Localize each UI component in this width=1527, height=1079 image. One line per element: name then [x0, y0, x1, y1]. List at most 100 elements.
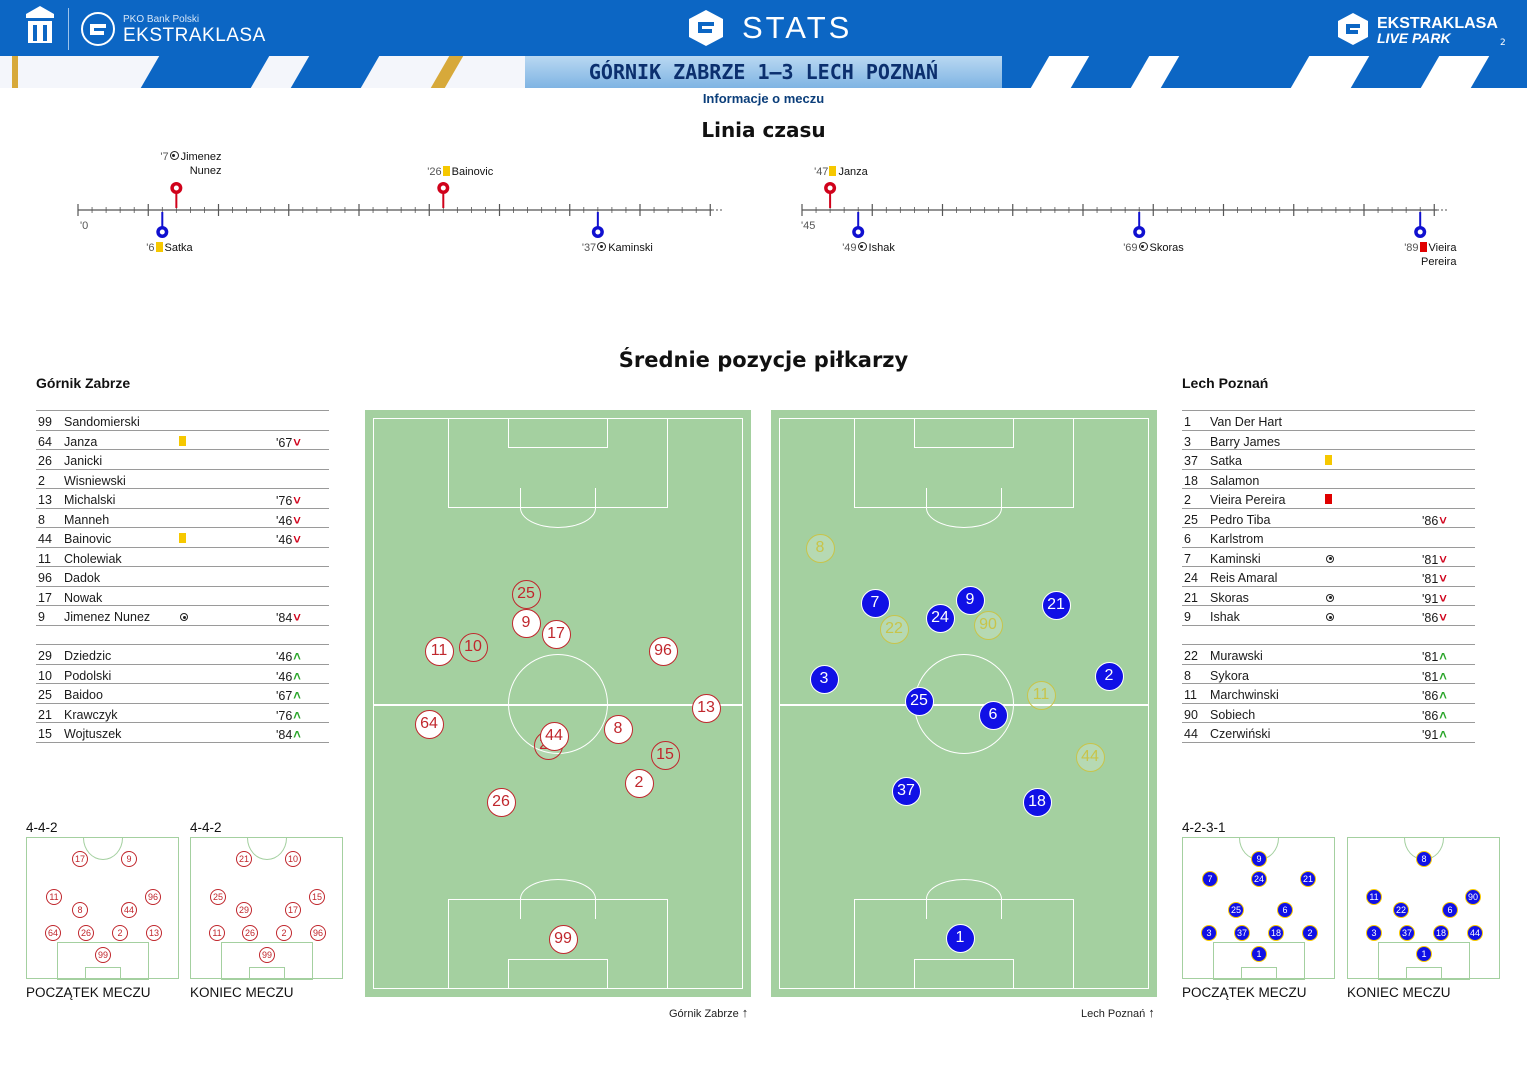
- home-player-marker[interactable]: 44: [539, 721, 569, 751]
- away-player-marker[interactable]: 2: [1094, 661, 1124, 691]
- home-player-marker[interactable]: 13: [691, 693, 721, 723]
- roster-row[interactable]: 11 Cholewiak: [36, 546, 329, 567]
- away-player-marker[interactable]: 25: [904, 686, 934, 716]
- roster-row[interactable]: 25 Baidoo '67˄: [36, 683, 329, 703]
- away-event-pin[interactable]: [1133, 212, 1146, 238]
- score-bar: GÓRNIK ZABRZE 1–3 LECH POZNAŃ: [525, 56, 1002, 88]
- roster-row[interactable]: 9 Ishak '86˅: [1182, 605, 1475, 625]
- roster-row[interactable]: 90 Sobiech '86˄: [1182, 702, 1475, 723]
- away-formation-player: 2: [1302, 925, 1318, 941]
- red-card-icon: [1419, 242, 1427, 252]
- roster-row[interactable]: 2 Wisniewski: [36, 468, 329, 489]
- roster-row[interactable]: 22 Murawski '81˄: [1182, 644, 1475, 664]
- roster-row[interactable]: 21 Krawczyk '76˄: [36, 702, 329, 723]
- player-number: 2: [38, 473, 45, 488]
- away-player-marker[interactable]: 6: [978, 700, 1008, 730]
- goal-ball-icon: [1326, 554, 1334, 563]
- roster-row[interactable]: 1 Van Der Hart: [1182, 410, 1475, 430]
- home-player-marker[interactable]: 11: [424, 636, 454, 666]
- home-player-marker[interactable]: 10: [458, 632, 488, 662]
- stats-title: STATS: [742, 10, 853, 45]
- roster-row[interactable]: 2 Vieira Pereira: [1182, 488, 1475, 508]
- player-number: 1: [1184, 415, 1191, 429]
- away-player-marker[interactable]: 9: [955, 585, 985, 615]
- sub-in-arrow-icon: ˄: [293, 727, 301, 742]
- roster-row[interactable]: 3 Barry James: [1182, 429, 1475, 450]
- home-player-marker[interactable]: 17: [541, 619, 571, 649]
- roster-row[interactable]: 25 Pedro Tiba '86˅: [1182, 507, 1475, 528]
- home-player-marker[interactable]: 64: [414, 709, 444, 739]
- sub-time: '86˅: [1422, 610, 1447, 625]
- roster-row[interactable]: 9 Jimenez Nunez '84˅: [36, 605, 329, 625]
- home-pitch-caption: Górnik Zabrze ↑: [669, 1005, 749, 1020]
- away-player-marker[interactable]: 44: [1075, 742, 1105, 772]
- home-formation-player: 13: [146, 925, 162, 941]
- sub-minute: '67: [276, 689, 293, 703]
- roster-row[interactable]: 6 Karlstrom: [1182, 527, 1475, 547]
- roster-row[interactable]: 29 Dziedzic '46˄: [36, 644, 329, 664]
- roster-row[interactable]: 17 Nowak: [36, 585, 329, 606]
- home-event-pin[interactable]: [437, 182, 450, 208]
- away-player-marker[interactable]: 22: [879, 614, 909, 644]
- player-name: Janza: [64, 434, 98, 449]
- roster-row[interactable]: 96 Dadok: [36, 566, 329, 586]
- mini-goal-box: [249, 967, 285, 980]
- top-penalty-arc: [926, 488, 1002, 528]
- home-player-marker[interactable]: 9: [511, 608, 541, 638]
- home-player-marker[interactable]: 8: [603, 714, 633, 744]
- player-number: 44: [38, 532, 52, 546]
- goal-ball-icon: [180, 613, 188, 621]
- roster-row[interactable]: 44 Bainovic '46˅: [36, 527, 329, 547]
- roster-row[interactable]: 8 Sykora '81˄: [1182, 663, 1475, 684]
- sub-time: '81˅: [1422, 571, 1447, 586]
- roster-row[interactable]: 18 Salamon: [1182, 468, 1475, 489]
- roster-row[interactable]: 7 Kaminski '81˅: [1182, 546, 1475, 567]
- roster-row[interactable]: 99 Sandomierski: [36, 410, 329, 430]
- home-formation-player: 11: [46, 889, 62, 905]
- match-info-link[interactable]: Informacje o meczu: [702, 91, 825, 106]
- home-player-marker[interactable]: 99: [548, 924, 578, 954]
- away-event-pin[interactable]: [156, 212, 169, 238]
- away-event-pin[interactable]: [852, 212, 865, 238]
- roster-row[interactable]: 8 Manneh '46˅: [36, 507, 329, 528]
- roster-row[interactable]: 44 Czerwiński '91˄: [1182, 722, 1475, 742]
- home-player-marker[interactable]: 2: [624, 768, 654, 798]
- home-player-marker[interactable]: 15: [650, 740, 680, 770]
- away-player-marker[interactable]: 24: [925, 603, 955, 633]
- goal-ball-icon: [1326, 613, 1334, 621]
- away-player-marker[interactable]: 11: [1026, 680, 1056, 710]
- home-formation-player: 64: [45, 925, 61, 941]
- away-player-marker[interactable]: 7: [860, 588, 890, 618]
- roster-row[interactable]: 10 Podolski '46˄: [36, 663, 329, 684]
- roster-row[interactable]: 21 Skoras '91˅: [1182, 585, 1475, 606]
- player-name: Karlstrom: [1210, 532, 1264, 546]
- home-end-formation-pitch: 21 10 25 15 29 17 11 26 2 96 99: [190, 837, 343, 980]
- away-player-marker[interactable]: 1: [945, 923, 975, 953]
- roster-row[interactable]: 24 Reis Amaral '81˅: [1182, 566, 1475, 586]
- roster-row[interactable]: 13 Michalski '76˅: [36, 488, 329, 508]
- roster-row[interactable]: 15 Wojtuszek '84˄: [36, 722, 329, 742]
- away-event-pin[interactable]: [1414, 212, 1427, 238]
- home-player-marker[interactable]: 96: [648, 636, 678, 666]
- away-player-marker[interactable]: 18: [1022, 787, 1052, 817]
- page-number: 2: [1500, 38, 1506, 48]
- player-number: 21: [38, 707, 52, 722]
- home-event-pin[interactable]: [170, 182, 183, 208]
- home-player-marker[interactable]: 25: [511, 579, 541, 609]
- away-player-marker[interactable]: 21: [1041, 590, 1071, 620]
- event-minute: '7: [160, 151, 169, 163]
- away-player-marker[interactable]: 37: [891, 776, 921, 806]
- home-player-marker[interactable]: 26: [486, 787, 516, 817]
- roster-row[interactable]: 26 Janicki: [36, 449, 329, 469]
- roster-row[interactable]: 37 Satka: [1182, 449, 1475, 469]
- home-event-pin[interactable]: [824, 182, 837, 208]
- sub-minute: '81: [1422, 572, 1439, 586]
- player-number: 22: [1184, 649, 1198, 663]
- away-player-marker[interactable]: 3: [809, 664, 839, 694]
- away-event-pin[interactable]: [591, 212, 604, 238]
- roster-row[interactable]: 11 Marchwinski '86˄: [1182, 683, 1475, 703]
- away-player-marker[interactable]: 8: [805, 533, 835, 563]
- home-formation-player: 44: [121, 902, 137, 918]
- roster-row[interactable]: 64 Janza '67˅: [36, 429, 329, 450]
- away-player-marker[interactable]: 90: [973, 610, 1003, 640]
